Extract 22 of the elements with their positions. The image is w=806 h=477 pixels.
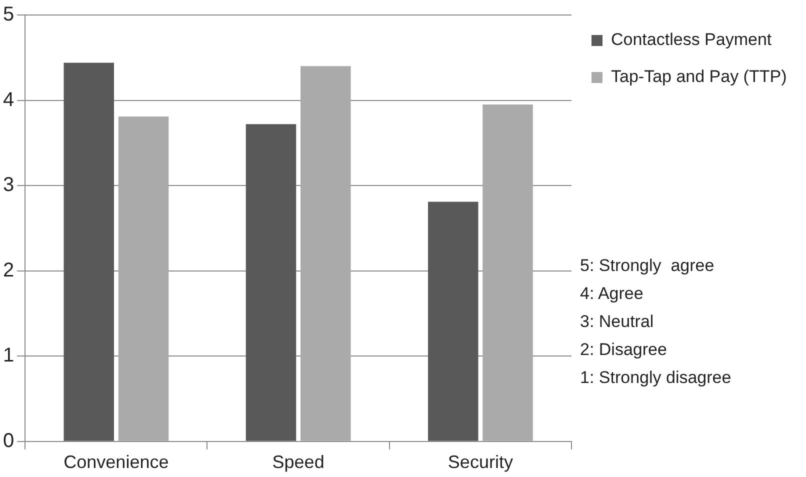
bar: [482, 104, 533, 441]
text: 4: Agree: [580, 283, 644, 305]
x-tick-label: Speed: [272, 452, 324, 472]
text: 5: Strongly agree: [580, 255, 716, 277]
x-tick-label: Convenience: [64, 452, 169, 472]
bar: [428, 202, 478, 441]
text: 2: Disagree: [580, 339, 668, 361]
bar: [246, 124, 296, 441]
y-tick-label: 4: [3, 88, 14, 111]
text: 3: Neutral: [580, 311, 655, 333]
bar: [64, 62, 114, 441]
y-tick-label: 1: [3, 344, 14, 367]
legend-label: Contactless Payment: [611, 30, 772, 50]
y-tick-label: 0: [3, 430, 14, 452]
x-tick-label: Security: [448, 452, 513, 472]
text: 1: Strongly disagree: [580, 367, 732, 389]
bar: [300, 66, 351, 441]
y-tick-label: 3: [3, 174, 14, 196]
bar: [118, 116, 169, 441]
legend-label: Tap-Tap and Pay (TTP): [611, 67, 787, 86]
y-tick-label: 2: [3, 259, 14, 282]
y-tick-label: 5: [3, 4, 14, 26]
